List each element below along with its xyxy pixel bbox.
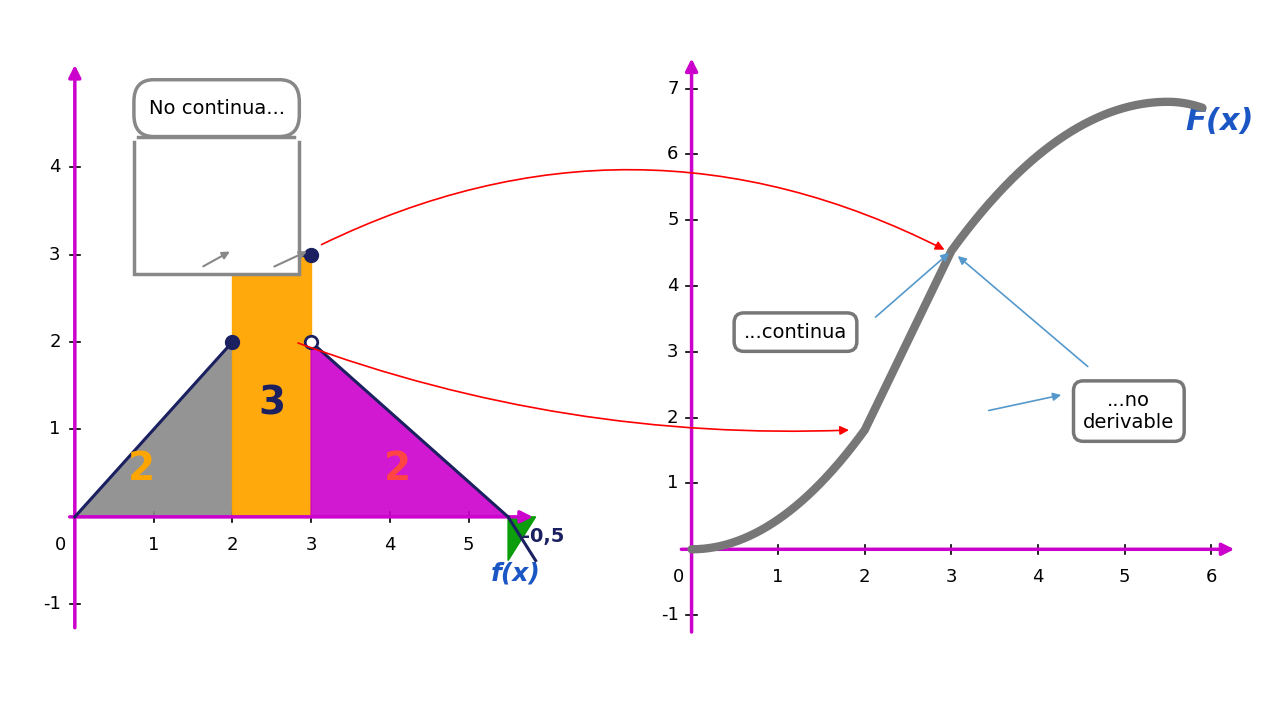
Text: 4: 4 (384, 536, 396, 554)
Text: 0: 0 (673, 567, 685, 585)
Polygon shape (508, 517, 535, 561)
Text: 3: 3 (946, 567, 957, 585)
Text: 2: 2 (227, 536, 238, 554)
Text: 4: 4 (667, 277, 678, 295)
Polygon shape (311, 342, 508, 517)
Text: 2: 2 (49, 333, 60, 351)
Text: 2: 2 (128, 450, 155, 487)
Polygon shape (233, 255, 311, 517)
Text: 3: 3 (49, 246, 60, 264)
Text: 1: 1 (148, 536, 159, 554)
Text: No continua...: No continua... (148, 99, 284, 117)
Polygon shape (74, 342, 233, 517)
Text: 3: 3 (259, 384, 285, 422)
Text: 1: 1 (772, 567, 783, 585)
Text: 7: 7 (667, 80, 678, 98)
Text: 4: 4 (49, 158, 60, 176)
Text: 5: 5 (1119, 567, 1130, 585)
Text: 2: 2 (384, 450, 411, 487)
Text: ...no
derivable: ...no derivable (1083, 390, 1175, 431)
Text: f(x): f(x) (492, 562, 541, 585)
Text: -1: -1 (660, 606, 678, 624)
Text: 2: 2 (667, 409, 678, 427)
Text: F(x): F(x) (1185, 107, 1254, 136)
Bar (134, 137, 300, 274)
Text: 1: 1 (49, 420, 60, 438)
Text: 3: 3 (667, 343, 678, 361)
Text: ...continua: ...continua (744, 323, 847, 341)
Text: 6: 6 (667, 145, 678, 163)
Text: -1: -1 (42, 595, 60, 613)
Text: 0: 0 (55, 536, 67, 554)
FancyBboxPatch shape (134, 80, 300, 137)
Text: 5: 5 (463, 536, 475, 554)
Text: 5: 5 (667, 211, 678, 229)
Text: -0,5: -0,5 (522, 526, 564, 546)
Text: 4: 4 (1032, 567, 1043, 585)
Text: 2: 2 (859, 567, 870, 585)
Text: 3: 3 (306, 536, 317, 554)
Text: 6: 6 (1206, 567, 1217, 585)
Text: 1: 1 (667, 474, 678, 492)
